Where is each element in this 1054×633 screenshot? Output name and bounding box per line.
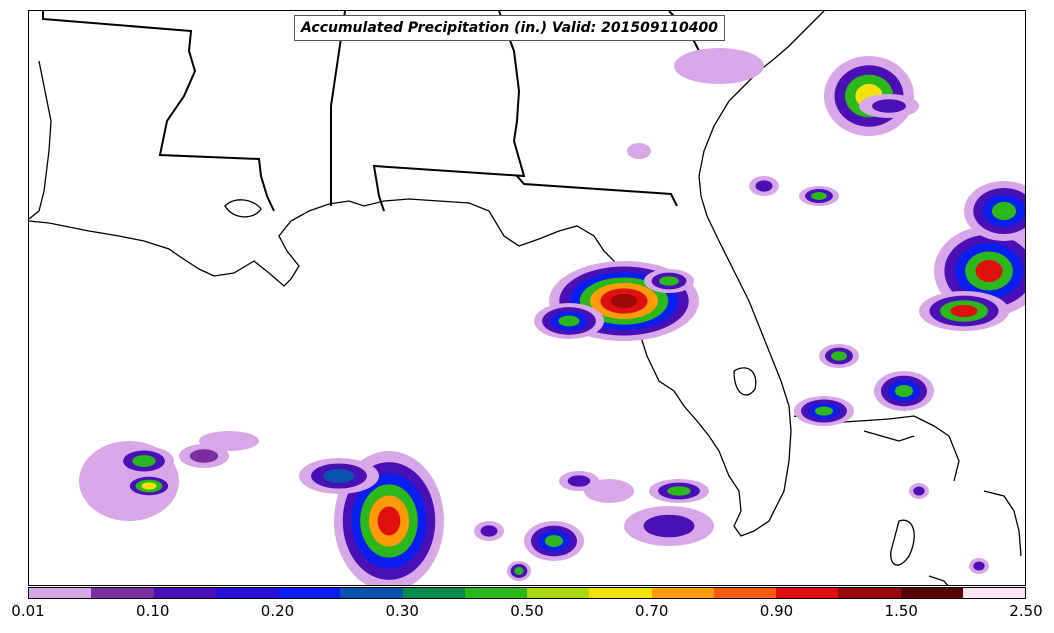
- colorbar-segment: [838, 588, 901, 598]
- precip-cell: [667, 486, 691, 496]
- precip-cell: [755, 180, 773, 192]
- colorbar-tick-label: 0.10: [136, 602, 170, 620]
- precip-cell: [141, 482, 157, 490]
- precip-cell: [199, 431, 259, 451]
- precip-cell: [894, 384, 914, 398]
- colorbar-tick-label: 0.50: [510, 602, 544, 620]
- precip-cell: [567, 475, 591, 487]
- precip-cell: [544, 534, 564, 548]
- precip-cell: [189, 449, 219, 463]
- map-canvas: [29, 11, 1025, 585]
- precip-cell: [659, 276, 679, 286]
- precip-cell: [514, 567, 524, 575]
- map-panel: [28, 10, 1026, 586]
- precipitation-layer: [79, 48, 1025, 585]
- precip-cell: [674, 48, 764, 84]
- precip-cell: [973, 561, 985, 571]
- precip-cell: [584, 479, 634, 503]
- colorbar-segment: [527, 588, 590, 598]
- colorbar-tick-label: 0.70: [635, 602, 669, 620]
- precip-cell: [643, 514, 695, 538]
- precip-cell: [975, 259, 1003, 283]
- colorbar-segment: [900, 588, 963, 598]
- precip-cell: [132, 455, 156, 467]
- precip-cell: [831, 351, 847, 361]
- colorbar-segment: [215, 588, 278, 598]
- colorbar-segment: [651, 588, 714, 598]
- colorbar-segment: [153, 588, 216, 598]
- precip-cell: [558, 315, 580, 327]
- colorbar-segment: [962, 588, 1025, 598]
- precip-cell: [811, 192, 827, 200]
- precip-cell: [377, 506, 401, 536]
- colorbar-tick-label: 2.50: [1009, 602, 1043, 620]
- colorbar-segment: [91, 588, 154, 598]
- precip-cell: [814, 406, 834, 416]
- map-title: Accumulated Precipitation (in.) Valid: 2…: [294, 15, 726, 41]
- precip-cell: [991, 201, 1017, 221]
- colorbar: [28, 587, 1026, 599]
- precip-cell: [323, 468, 355, 484]
- colorbar-tick-label: 0.01: [11, 602, 45, 620]
- colorbar-segment: [776, 588, 839, 598]
- colorbar-segment: [464, 588, 527, 598]
- precip-cell: [610, 293, 638, 309]
- colorbar-segment: [713, 588, 776, 598]
- precip-cell: [480, 525, 498, 537]
- colorbar-tick-label: 1.50: [884, 602, 918, 620]
- precip-cell: [913, 486, 925, 496]
- colorbar-segment: [589, 588, 652, 598]
- colorbar-segment: [29, 588, 92, 598]
- colorbar-segment: [340, 588, 403, 598]
- colorbar-tick-label: 0.90: [759, 602, 794, 620]
- colorbar-tick-label: 0.20: [260, 602, 295, 620]
- precip-cell: [872, 99, 906, 113]
- colorbar-tick-label: 0.30: [385, 602, 419, 620]
- precip-cell: [950, 304, 978, 318]
- state-boundaries: [42, 11, 718, 212]
- colorbar-segment: [278, 588, 341, 598]
- colorbar-segment: [402, 588, 465, 598]
- precip-cell: [627, 143, 651, 159]
